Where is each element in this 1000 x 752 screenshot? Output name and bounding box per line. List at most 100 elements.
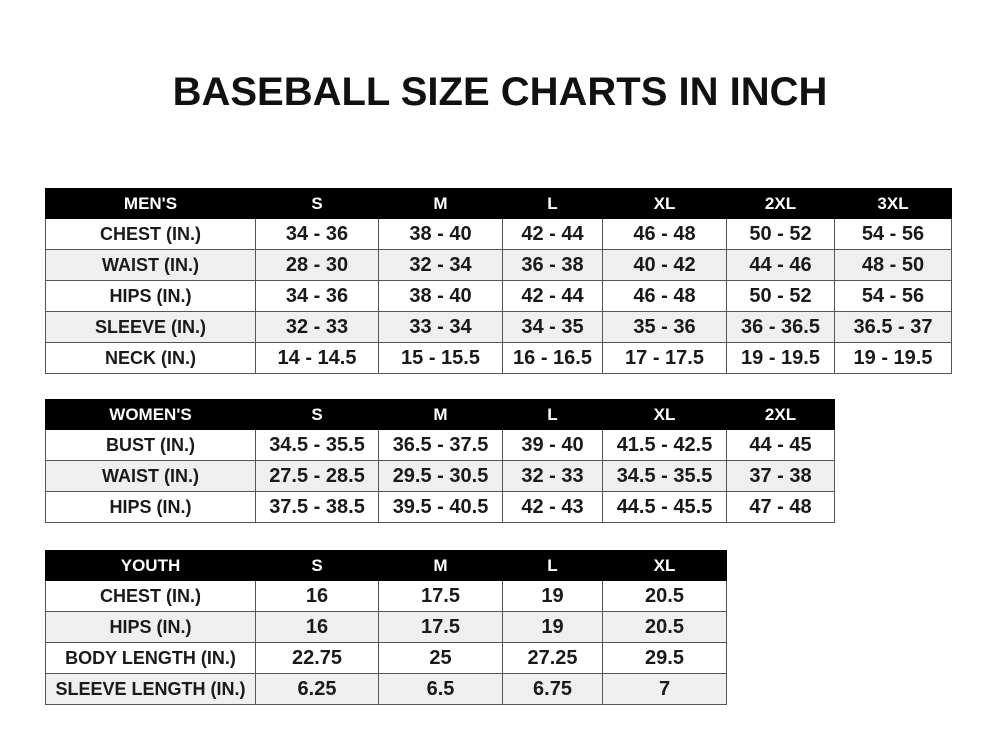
measurement-label: BUST (IN.) bbox=[45, 429, 256, 461]
size-value: 14 - 14.5 bbox=[255, 342, 379, 374]
size-value: 37.5 - 38.5 bbox=[255, 491, 379, 523]
table-row: WAIST (IN.) 28 - 30 32 - 34 36 - 38 40 - 42 4… bbox=[45, 249, 952, 281]
size-value: 6.5 bbox=[378, 673, 503, 705]
table-row: WAIST (IN.) 27.5 - 28.5 29.5 - 30.5 32 - 33… bbox=[45, 460, 835, 492]
size-value: 16 bbox=[255, 580, 379, 612]
table-header-row: WOMEN'S S M L XL 2XL bbox=[45, 399, 835, 430]
table-row: HIPS (IN.) 37.5 - 38.5 39.5 - 40.5 42 - 43 4… bbox=[45, 491, 835, 523]
category-header: WOMEN'S bbox=[45, 399, 256, 430]
size-value: 29.5 bbox=[602, 642, 727, 674]
size-value: 19 bbox=[502, 580, 603, 612]
size-value: 32 - 33 bbox=[255, 311, 379, 343]
size-value: 44 - 46 bbox=[726, 249, 835, 281]
size-value: 48 - 50 bbox=[834, 249, 952, 281]
page-title: BASEBALL SIZE CHARTS IN INCH bbox=[172, 70, 828, 114]
size-value: 6.75 bbox=[502, 673, 603, 705]
size-value: 36.5 - 37 bbox=[834, 311, 952, 343]
measurement-label: HIPS (IN.) bbox=[45, 611, 256, 643]
size-value: 38 - 40 bbox=[378, 280, 503, 312]
size-header: L bbox=[502, 550, 603, 581]
size-value: 19 - 19.5 bbox=[834, 342, 952, 374]
size-value: 36.5 - 37.5 bbox=[378, 429, 503, 461]
size-value: 33 - 34 bbox=[378, 311, 503, 343]
table-row: SLEEVE LENGTH (IN.) 6.25 6.5 6.75 7 bbox=[45, 673, 727, 705]
size-value: 42 - 43 bbox=[502, 491, 603, 523]
size-value: 20.5 bbox=[602, 580, 727, 612]
measurement-label: SLEEVE (IN.) bbox=[45, 311, 256, 343]
category-header: YOUTH bbox=[45, 550, 256, 581]
measurement-label: NECK (IN.) bbox=[45, 342, 256, 374]
size-value: 44.5 - 45.5 bbox=[602, 491, 727, 523]
size-value: 47 - 48 bbox=[726, 491, 835, 523]
table-row: CHEST (IN.) 34 - 36 38 - 40 42 - 44 46 - 48 5… bbox=[45, 218, 952, 250]
size-value: 20.5 bbox=[602, 611, 727, 643]
size-value: 27.5 - 28.5 bbox=[255, 460, 379, 492]
size-header: 3XL bbox=[834, 188, 952, 219]
size-header: M bbox=[378, 188, 503, 219]
size-value: 35 - 36 bbox=[602, 311, 727, 343]
size-value: 34.5 - 35.5 bbox=[602, 460, 727, 492]
table-row: BODY LENGTH (IN.) 22.75 25 27.25 29.5 bbox=[45, 642, 727, 674]
table-row: HIPS (IN.) 34 - 36 38 - 40 42 - 44 46 - 48 50… bbox=[45, 280, 952, 312]
table-row: NECK (IN.) 14 - 14.5 15 - 15.5 16 - 16.5 17 … bbox=[45, 342, 952, 374]
size-header: XL bbox=[602, 399, 727, 430]
womens-size-table: WOMEN'S S M L XL 2XL BUST (IN.) 34.5 - 35.5 36.5… bbox=[45, 399, 835, 523]
size-value: 6.25 bbox=[255, 673, 379, 705]
size-header: 2XL bbox=[726, 399, 835, 430]
size-header: XL bbox=[602, 188, 727, 219]
size-header: L bbox=[502, 188, 603, 219]
size-value: 42 - 44 bbox=[502, 280, 603, 312]
category-header: MEN'S bbox=[45, 188, 256, 219]
size-value: 29.5 - 30.5 bbox=[378, 460, 503, 492]
size-header: M bbox=[378, 399, 503, 430]
size-value: 46 - 48 bbox=[602, 280, 727, 312]
table-row: CHEST (IN.) 16 17.5 19 20.5 bbox=[45, 580, 727, 612]
size-value: 39.5 - 40.5 bbox=[378, 491, 503, 523]
size-value: 37 - 38 bbox=[726, 460, 835, 492]
measurement-label: HIPS (IN.) bbox=[45, 280, 256, 312]
size-header: XL bbox=[602, 550, 727, 581]
size-value: 54 - 56 bbox=[834, 218, 952, 250]
measurement-label: CHEST (IN.) bbox=[45, 218, 256, 250]
size-value: 32 - 34 bbox=[378, 249, 503, 281]
size-value: 34 - 36 bbox=[255, 218, 379, 250]
size-value: 15 - 15.5 bbox=[378, 342, 503, 374]
size-value: 25 bbox=[378, 642, 503, 674]
size-value: 34.5 - 35.5 bbox=[255, 429, 379, 461]
size-value: 16 bbox=[255, 611, 379, 643]
size-value: 42 - 44 bbox=[502, 218, 603, 250]
table-row: HIPS (IN.) 16 17.5 19 20.5 bbox=[45, 611, 727, 643]
size-value: 38 - 40 bbox=[378, 218, 503, 250]
size-value: 36 - 36.5 bbox=[726, 311, 835, 343]
size-value: 22.75 bbox=[255, 642, 379, 674]
size-value: 17 - 17.5 bbox=[602, 342, 727, 374]
table-row: BUST (IN.) 34.5 - 35.5 36.5 - 37.5 39 - 40 4… bbox=[45, 429, 835, 461]
size-value: 16 - 16.5 bbox=[502, 342, 603, 374]
size-value: 19 bbox=[502, 611, 603, 643]
size-header: S bbox=[255, 399, 379, 430]
size-value: 41.5 - 42.5 bbox=[602, 429, 727, 461]
size-value: 50 - 52 bbox=[726, 218, 835, 250]
size-value: 19 - 19.5 bbox=[726, 342, 835, 374]
size-value: 54 - 56 bbox=[834, 280, 952, 312]
size-value: 39 - 40 bbox=[502, 429, 603, 461]
size-value: 7 bbox=[602, 673, 727, 705]
size-value: 40 - 42 bbox=[602, 249, 727, 281]
measurement-label: HIPS (IN.) bbox=[45, 491, 256, 523]
size-value: 27.25 bbox=[502, 642, 603, 674]
size-value: 17.5 bbox=[378, 580, 503, 612]
size-value: 50 - 52 bbox=[726, 280, 835, 312]
size-value: 44 - 45 bbox=[726, 429, 835, 461]
size-header: 2XL bbox=[726, 188, 835, 219]
youth-size-table: YOUTH S M L XL CHEST (IN.) 16 17.5 19 20.5 HIPS (I… bbox=[45, 550, 727, 705]
size-value: 17.5 bbox=[378, 611, 503, 643]
size-value: 46 - 48 bbox=[602, 218, 727, 250]
measurement-label: WAIST (IN.) bbox=[45, 249, 256, 281]
measurement-label: CHEST (IN.) bbox=[45, 580, 256, 612]
mens-size-table: MEN'S S M L XL 2XL 3XL CHEST (IN.) 34 - 36 38 - 4… bbox=[45, 188, 952, 374]
size-value: 34 - 36 bbox=[255, 280, 379, 312]
size-header: M bbox=[378, 550, 503, 581]
measurement-label: WAIST (IN.) bbox=[45, 460, 256, 492]
size-value: 34 - 35 bbox=[502, 311, 603, 343]
table-row: SLEEVE (IN.) 32 - 33 33 - 34 34 - 35 35 - 36… bbox=[45, 311, 952, 343]
